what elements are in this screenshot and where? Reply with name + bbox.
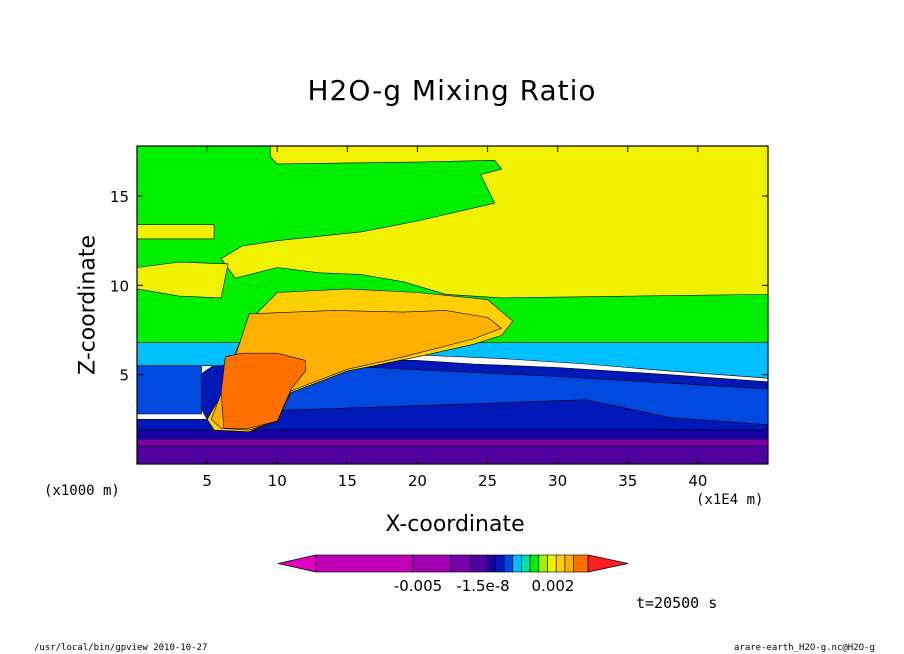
y-tick-label: 10 [110,277,129,295]
colorbar-segment [450,554,471,573]
x-unit-label: (x1000 m) [44,483,120,499]
x-scale-label: (x1E4 m) [696,492,764,508]
contour-regions [137,146,768,464]
x-tick-label: 40 [688,472,707,490]
colorbar-segment [315,554,413,573]
region-yellow-left [137,261,229,299]
y-tick-label: 5 [119,367,129,385]
region-yellow-top [220,146,768,299]
region-violet [137,445,768,464]
footer-path: /usr/local/bin/gpview 2010-10-27 [34,643,208,653]
colorbar-label: -0.005 [394,577,442,595]
colorbar-segment [547,554,557,573]
colorbar-segment [495,554,505,573]
colorbar-segment [529,554,540,573]
colorbar-segment [487,554,496,573]
colorbar-segment [412,554,452,573]
footer-file: arare-earth_H2O-g.nc@H2O-g [734,643,875,653]
time-label: t=20500 s [636,594,718,612]
y-tick-label: 15 [110,188,129,206]
plot-frame [136,145,769,465]
colorbar-segment [555,554,566,573]
region-orange [220,352,306,429]
region-yellow-band [137,224,215,240]
region-sky-blue [137,365,202,415]
colorbar-segment [503,554,514,573]
colorbar-segment [512,554,522,573]
colorbar-segment [521,554,531,573]
colorbar-segment [538,554,548,573]
colorbar-segment [573,554,589,573]
x-tick-label: 5 [202,472,212,490]
colorbar-label: -1.5e-8 [456,577,509,595]
colorbar-low-arrow [277,554,317,573]
colorbar: -0.005 -1.5e-8 0.002 [277,554,629,595]
x-tick-label: 35 [618,472,637,490]
colorbar-high-arrow [587,554,629,573]
axis-ticks: 5 10 15 20 25 30 35 40 5 10 15 [110,146,768,490]
x-tick-label: 25 [478,472,497,490]
chart-title: H2O-g Mixing Ratio [307,74,597,107]
x-tick-label: 15 [338,472,357,490]
colorbar-segment [469,554,488,573]
colorbar-label: 0.002 [532,577,575,595]
x-tick-label: 30 [548,472,567,490]
x-axis-label: X-coordinate [385,512,525,537]
x-tick-label: 20 [408,472,427,490]
x-tick-label: 10 [268,472,287,490]
colorbar-segment [564,554,574,573]
